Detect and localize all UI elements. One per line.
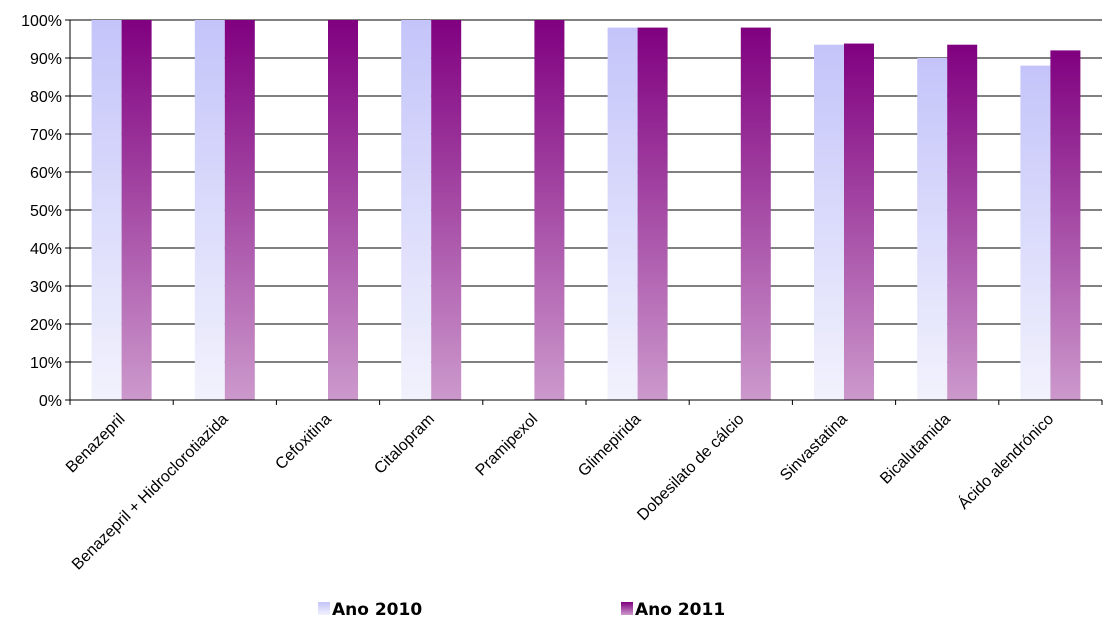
bar-series-2 — [121, 20, 152, 400]
bar-series-2 — [637, 27, 668, 400]
category-label: Benazepril — [63, 411, 128, 476]
bar-series-2 — [431, 20, 462, 400]
bar-series-1 — [814, 44, 844, 400]
y-tick-label: 40% — [30, 241, 62, 258]
y-tick-label: 80% — [30, 89, 62, 106]
bar-series-2 — [844, 43, 874, 401]
bar-series-1 — [1020, 65, 1051, 400]
category-label: Glimepirida — [575, 411, 644, 480]
y-tick-label: 30% — [30, 279, 62, 296]
y-tick-label: 100% — [21, 13, 62, 30]
category-label: Sinvastatina — [777, 411, 851, 485]
y-tick-labels: 0% 10% 20% 30% 40% 50% 60% 70% 80% 90% 100% — [21, 13, 62, 410]
category-label: Dobesilato de cálcio — [634, 411, 747, 524]
legend-swatch — [621, 602, 633, 615]
legend: Ano 2010 Ano 2011 — [318, 600, 725, 620]
bar-series-1 — [194, 20, 225, 400]
y-tick-label: 60% — [30, 165, 62, 182]
y-tick-label: 70% — [30, 127, 62, 144]
legend-label: Ano 2011 — [635, 600, 725, 620]
y-tick-label: 20% — [30, 317, 62, 334]
category-label: Bicalutamida — [877, 411, 954, 488]
bar-series-1 — [917, 58, 948, 400]
bar-series-2 — [740, 27, 771, 400]
legend-swatch — [318, 602, 330, 615]
bar-series-2 — [328, 20, 358, 400]
category-label: Ácido alendrónico — [954, 409, 1057, 512]
y-tick-label: 90% — [30, 51, 62, 68]
bars — [91, 20, 1081, 401]
bar-series-2 — [1050, 50, 1081, 401]
y-tick-label: 10% — [30, 355, 62, 372]
legend-label: Ano 2010 — [332, 600, 422, 620]
axes — [65, 19, 1103, 405]
category-label: Pramipexol — [473, 411, 542, 480]
bar-series-1 — [401, 20, 432, 400]
bar-series-1 — [91, 20, 122, 400]
y-tick-label: 50% — [30, 203, 62, 220]
bar-series-2 — [947, 44, 978, 400]
bar-series-1 — [607, 27, 638, 400]
bar-series-2 — [534, 20, 565, 400]
category-label: Cefoxitina — [272, 411, 334, 473]
category-label: Citalopram — [371, 411, 438, 478]
bar-series-2 — [224, 20, 255, 400]
y-tick-label: 0% — [39, 393, 62, 410]
